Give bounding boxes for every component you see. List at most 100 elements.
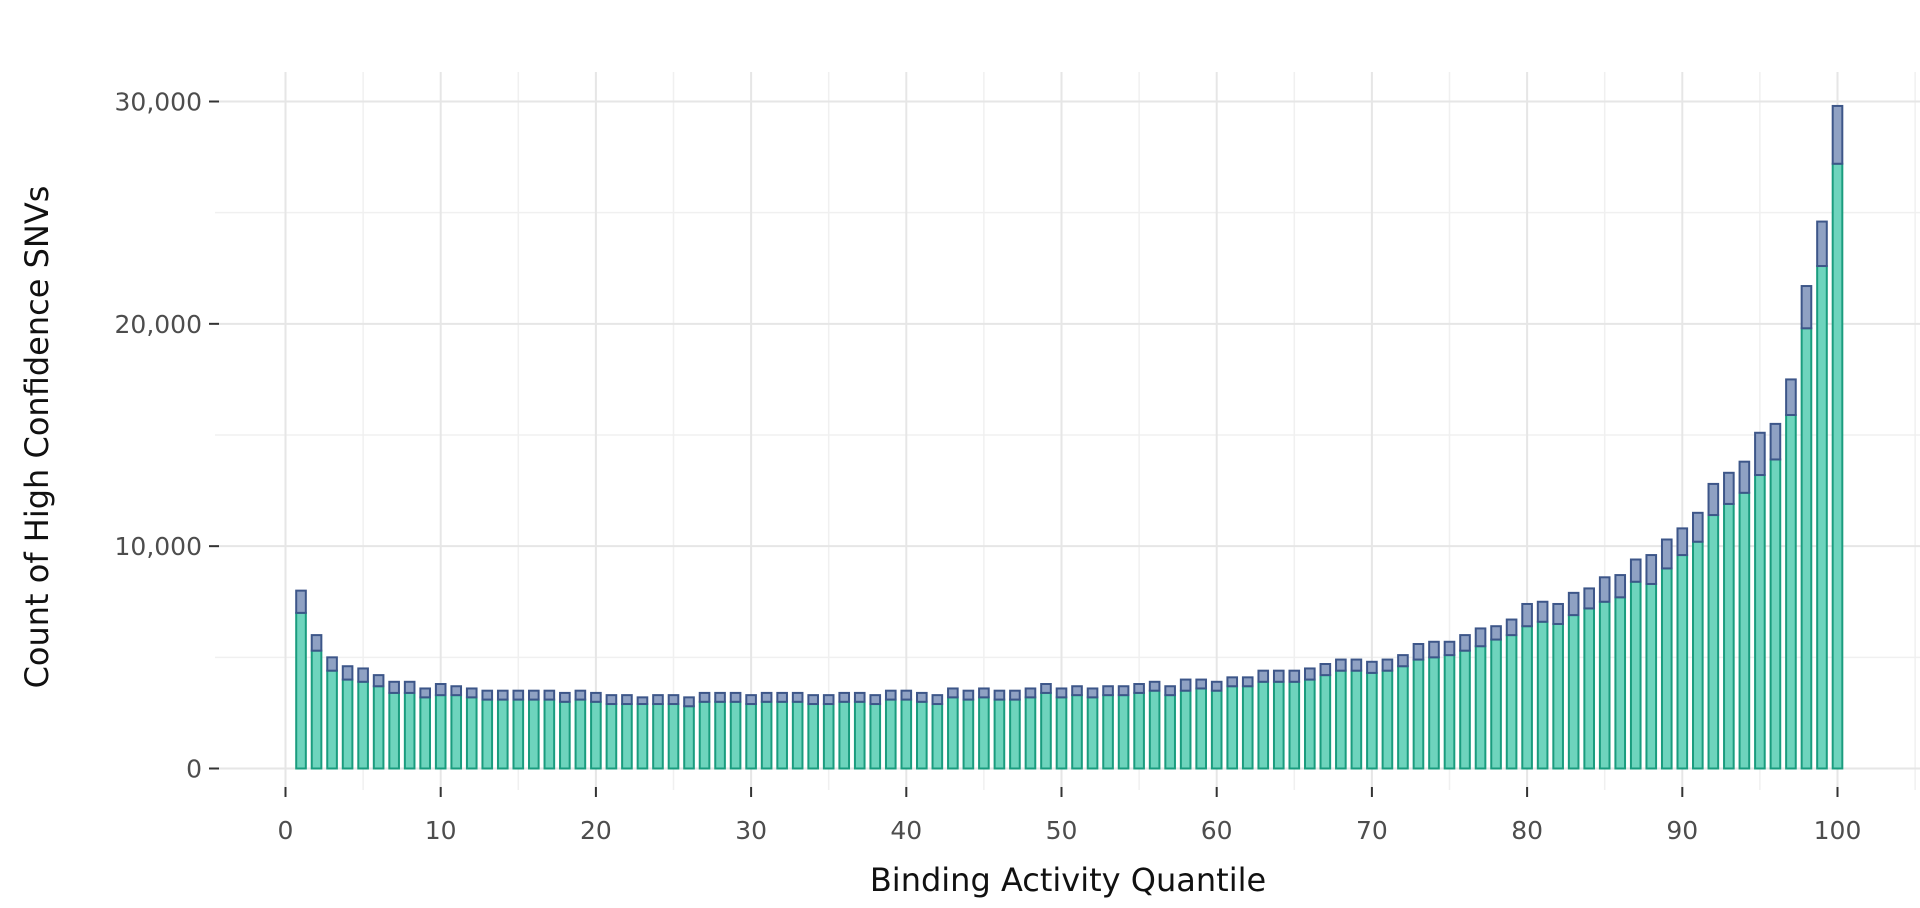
bar-segment-bottom bbox=[1459, 649, 1471, 770]
bar-segment-top bbox=[1474, 627, 1487, 648]
bar-segment-bottom bbox=[1645, 582, 1658, 770]
bar-segment-top bbox=[1660, 538, 1673, 570]
bar-segment-bottom bbox=[1428, 656, 1440, 770]
bar-segment-bottom bbox=[1583, 607, 1595, 770]
bar-segment-bottom bbox=[1598, 600, 1611, 770]
bar-segment-top bbox=[574, 689, 587, 701]
bar-segment-top bbox=[853, 691, 866, 703]
bar-segment-top bbox=[1536, 600, 1549, 623]
bar-segment-top bbox=[481, 689, 494, 701]
bar-segment-bottom bbox=[1335, 669, 1347, 770]
bar-segment-top bbox=[388, 680, 400, 694]
bar-segment-bottom bbox=[838, 700, 851, 770]
bar-segment-top bbox=[1505, 618, 1518, 637]
x-tick-label: 10 bbox=[425, 816, 457, 845]
bar-segment-top bbox=[1288, 669, 1301, 683]
bar-segment-top bbox=[1133, 683, 1145, 694]
bar-segment-top bbox=[745, 694, 757, 706]
bar-segment-top bbox=[419, 687, 431, 699]
bar-segment-top bbox=[838, 691, 851, 703]
bar-segment-top bbox=[978, 687, 990, 699]
bar-segment-top bbox=[1459, 634, 1471, 652]
bar-segment-bottom bbox=[1692, 540, 1704, 770]
axes: 0 10,000 20,000 30,000 0 10 20 30 40 50 60 70 80 90 10… bbox=[115, 88, 1862, 846]
bar-segment-top bbox=[776, 691, 788, 703]
bar-segment-top bbox=[1800, 285, 1813, 330]
bar-segment-bottom bbox=[978, 696, 990, 770]
bar-segment-bottom bbox=[776, 700, 788, 770]
bar-segment-bottom bbox=[512, 698, 525, 770]
bar-segment-top bbox=[1490, 625, 1502, 641]
bar-segment-bottom bbox=[1086, 696, 1099, 770]
bar-segment-bottom bbox=[481, 698, 494, 770]
bar-segment-top bbox=[1272, 669, 1285, 683]
bar-segment-bottom bbox=[1505, 634, 1518, 770]
bar-segment-top bbox=[1210, 680, 1223, 692]
bar-segment-bottom bbox=[1071, 694, 1083, 770]
bar-segment-bottom bbox=[947, 696, 959, 770]
x-axis-title: Binding Activity Quantile bbox=[870, 861, 1266, 899]
bar-segment-top bbox=[1412, 642, 1425, 661]
bar-segment-top bbox=[1443, 640, 1456, 657]
bar-segment-top bbox=[1335, 658, 1347, 672]
bar-segment-top bbox=[528, 689, 540, 701]
bar-segment-bottom bbox=[1288, 680, 1301, 770]
bar-segment-bottom bbox=[559, 700, 571, 770]
bar-segment-top bbox=[512, 689, 525, 701]
bar-segment-bottom bbox=[853, 700, 866, 770]
bar-segment-bottom bbox=[434, 694, 447, 770]
bar-segment-top bbox=[543, 689, 556, 701]
bar-segment-top bbox=[993, 689, 1006, 701]
bar-segment-top bbox=[1645, 554, 1658, 585]
bar-segment-top bbox=[1148, 680, 1161, 692]
bar-segment-bottom bbox=[1660, 567, 1673, 770]
bar-segment-bottom bbox=[1241, 685, 1254, 770]
bar-segment-bottom bbox=[1490, 638, 1502, 770]
bar-segment-bottom bbox=[1785, 413, 1797, 770]
bar-segment-bottom bbox=[1055, 696, 1068, 770]
bar-segment-bottom bbox=[465, 696, 478, 770]
bar-segment-top bbox=[559, 691, 571, 703]
bar-segment-top bbox=[605, 694, 618, 706]
bar-segment-bottom bbox=[1567, 614, 1580, 770]
bar-segment-top bbox=[698, 691, 711, 703]
y-tick-label: 0 bbox=[186, 755, 202, 784]
bar-segment-bottom bbox=[419, 696, 431, 770]
x-tick-label: 80 bbox=[1511, 816, 1543, 845]
bar-segment-bottom bbox=[1614, 596, 1627, 770]
bar-segment-bottom bbox=[1552, 622, 1564, 770]
bar-segment-top bbox=[1707, 482, 1720, 517]
bar-segment-top bbox=[884, 689, 897, 701]
x-tick-label: 50 bbox=[1046, 816, 1078, 845]
bar-segment-top bbox=[1241, 676, 1254, 688]
bar-segment-bottom bbox=[1009, 698, 1021, 770]
bar-segment-top bbox=[807, 694, 819, 706]
bar-segment-bottom bbox=[1629, 580, 1642, 770]
bar-segment-top bbox=[1366, 660, 1378, 674]
bar-segment-top bbox=[434, 683, 447, 697]
bar-segment-bottom bbox=[1381, 669, 1394, 770]
bar-segment-top bbox=[1381, 658, 1394, 672]
bar-segment-bottom bbox=[760, 700, 773, 770]
bar-segment-top bbox=[791, 691, 804, 703]
bar-segment-bottom bbox=[1040, 691, 1052, 770]
bar-segment-bottom bbox=[1179, 689, 1192, 770]
bar-segment-top bbox=[1598, 576, 1611, 603]
bar-segment-bottom bbox=[1536, 620, 1549, 770]
bar-segment-bottom bbox=[900, 698, 913, 770]
bar-segment-top bbox=[1723, 471, 1735, 505]
bar-segment-bottom bbox=[1304, 678, 1316, 770]
bar-segment-top bbox=[1816, 220, 1828, 268]
bar-segment-top bbox=[1567, 591, 1580, 617]
bar-segment-bottom bbox=[1164, 694, 1176, 770]
bar-segment-bottom bbox=[667, 703, 680, 770]
bar-segment-bottom bbox=[931, 703, 944, 770]
bar-segment-bottom bbox=[295, 611, 307, 770]
bar-segment-bottom bbox=[1676, 554, 1689, 770]
bar-segment-top bbox=[357, 667, 369, 683]
bar-segment-top bbox=[652, 694, 664, 706]
bar-segment-top bbox=[1629, 558, 1642, 583]
bar-segment-top bbox=[1117, 685, 1130, 697]
bar-segment-bottom bbox=[1738, 491, 1751, 770]
